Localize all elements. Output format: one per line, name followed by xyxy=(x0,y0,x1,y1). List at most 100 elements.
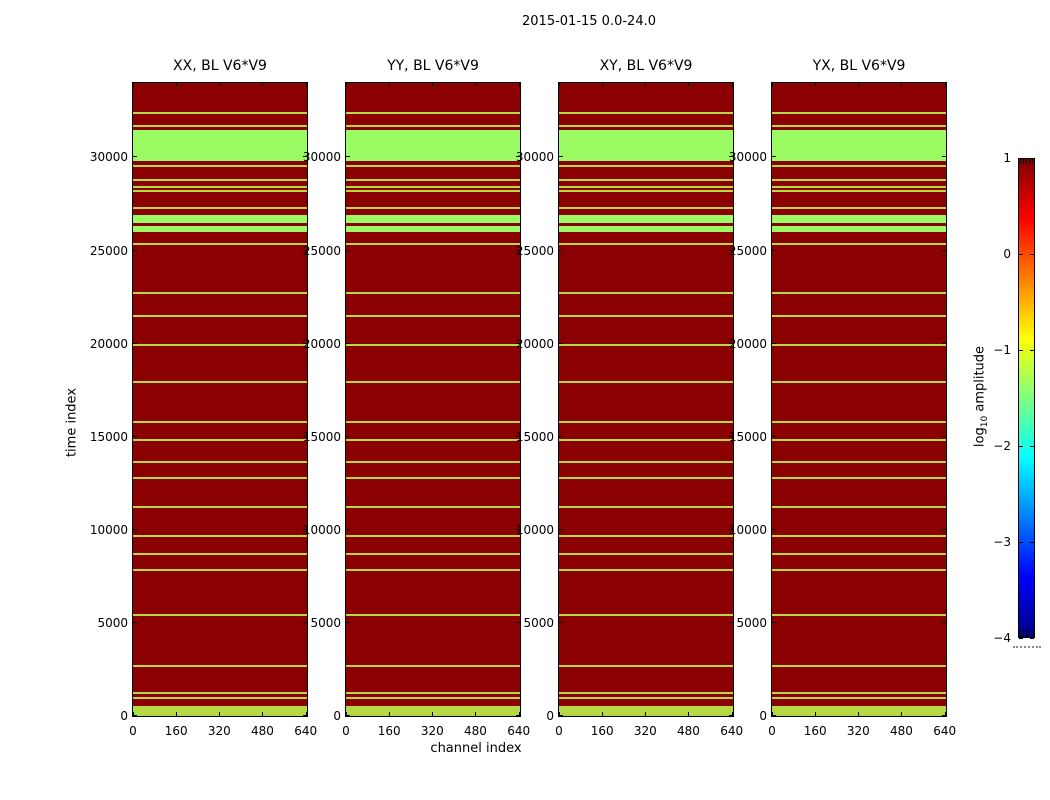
rfi-line xyxy=(559,691,733,694)
x-tick-label: 160 xyxy=(164,724,188,738)
x-tick-mark xyxy=(858,83,860,87)
rfi-line xyxy=(559,380,733,383)
rfi-line xyxy=(772,691,946,694)
x-tick-mark xyxy=(731,712,733,716)
rfi-line xyxy=(133,476,307,479)
rfi-band xyxy=(346,129,520,162)
y-tick-mark xyxy=(559,435,563,437)
rfi-line xyxy=(772,697,946,700)
y-tick-mark xyxy=(559,621,563,623)
y-tick-mark xyxy=(303,621,307,623)
rfi-line xyxy=(559,535,733,538)
rfi-line xyxy=(772,207,946,210)
rfi-line xyxy=(772,707,946,710)
y-tick-mark xyxy=(942,156,946,158)
rfi-line xyxy=(559,705,733,708)
colorbar-tick-mark xyxy=(1019,350,1023,351)
x-tick-mark xyxy=(305,83,307,87)
x-tick-label: 320 xyxy=(207,724,231,738)
colorbar-tick-mark xyxy=(1019,158,1023,159)
y-tick-label: 30000 xyxy=(302,150,341,165)
y-tick-label: 30000 xyxy=(515,150,554,165)
rfi-band xyxy=(559,215,733,224)
x-tick-label: 0 xyxy=(768,724,776,738)
x-tick-mark xyxy=(389,83,391,87)
rfi-line xyxy=(133,185,307,188)
rfi-line xyxy=(772,613,946,616)
y-tick-mark xyxy=(303,249,307,251)
y-tick-mark xyxy=(133,715,137,716)
rfi-line xyxy=(346,207,520,210)
x-tick-mark xyxy=(389,712,391,716)
panel-title-yx: YX, BL V6*V9 xyxy=(812,58,906,74)
rfi-band xyxy=(559,226,733,232)
rfi-line xyxy=(559,420,733,423)
y-tick-label: 10000 xyxy=(302,522,341,537)
y-tick-label: 0 xyxy=(120,709,128,723)
rfi-line xyxy=(772,460,946,463)
x-tick-label: 320 xyxy=(420,724,444,738)
rfi-line xyxy=(559,707,733,710)
y-tick-mark xyxy=(772,621,776,623)
x-tick-mark xyxy=(475,712,477,716)
rfi-band xyxy=(772,226,946,232)
rfi-line xyxy=(133,506,307,509)
x-tick-mark xyxy=(901,712,903,716)
rfi-line xyxy=(772,569,946,572)
rfi-line xyxy=(133,705,307,708)
x-tick-label: 0 xyxy=(129,724,137,738)
y-tick-mark xyxy=(942,621,946,623)
x-tick-mark xyxy=(262,83,264,87)
colorbar-gradient xyxy=(1018,158,1035,638)
rfi-line xyxy=(772,178,946,181)
rfi-line xyxy=(133,691,307,694)
y-tick-mark xyxy=(559,249,563,251)
rfi-band xyxy=(772,129,946,162)
rfi-line xyxy=(133,709,307,712)
rfi-line xyxy=(346,705,520,708)
y-tick-label: 25000 xyxy=(89,243,128,258)
colorbar-tick-mark xyxy=(1019,638,1023,639)
x-tick-mark xyxy=(731,83,733,87)
rfi-line xyxy=(559,207,733,210)
rfi-line xyxy=(559,111,733,114)
rfi-band xyxy=(133,129,307,162)
y-tick-label: 0 xyxy=(546,709,554,723)
rfi-line xyxy=(559,343,733,346)
x-tick-label: 480 xyxy=(251,724,274,738)
rfi-line xyxy=(772,189,946,192)
rfi-line xyxy=(133,111,307,114)
y-tick-label: 5000 xyxy=(310,615,341,630)
rfi-line xyxy=(346,164,520,167)
x-tick-mark xyxy=(944,712,946,716)
x-tick-label: 160 xyxy=(590,724,614,738)
colorbar-tick-label: 1 xyxy=(1003,151,1011,165)
y-tick-mark xyxy=(133,342,137,344)
x-tick-label: 480 xyxy=(890,724,913,738)
rfi-line xyxy=(772,705,946,708)
y-tick-mark xyxy=(303,156,307,158)
y-tick-mark xyxy=(133,528,137,530)
rfi-line xyxy=(559,292,733,295)
rfi-line xyxy=(346,476,520,479)
x-tick-mark xyxy=(518,712,520,716)
x-tick-mark xyxy=(262,712,264,716)
y-tick-label: 5000 xyxy=(523,615,554,630)
y-tick-mark xyxy=(559,715,563,716)
y-tick-label: 25000 xyxy=(728,243,767,258)
rfi-line xyxy=(559,709,733,712)
x-tick-mark xyxy=(559,712,560,716)
x-tick-mark xyxy=(176,83,178,87)
x-tick-label: 640 xyxy=(294,724,318,738)
rfi-line xyxy=(559,613,733,616)
x-tick-mark xyxy=(772,83,773,87)
x-tick-mark xyxy=(602,83,604,87)
y-tick-mark xyxy=(346,342,350,344)
rfi-line xyxy=(346,460,520,463)
colorbar-tick-label: −1 xyxy=(993,343,1011,357)
y-tick-mark xyxy=(516,156,520,158)
heatmap-panel-xy xyxy=(558,82,734,717)
rfi-line xyxy=(346,124,520,127)
